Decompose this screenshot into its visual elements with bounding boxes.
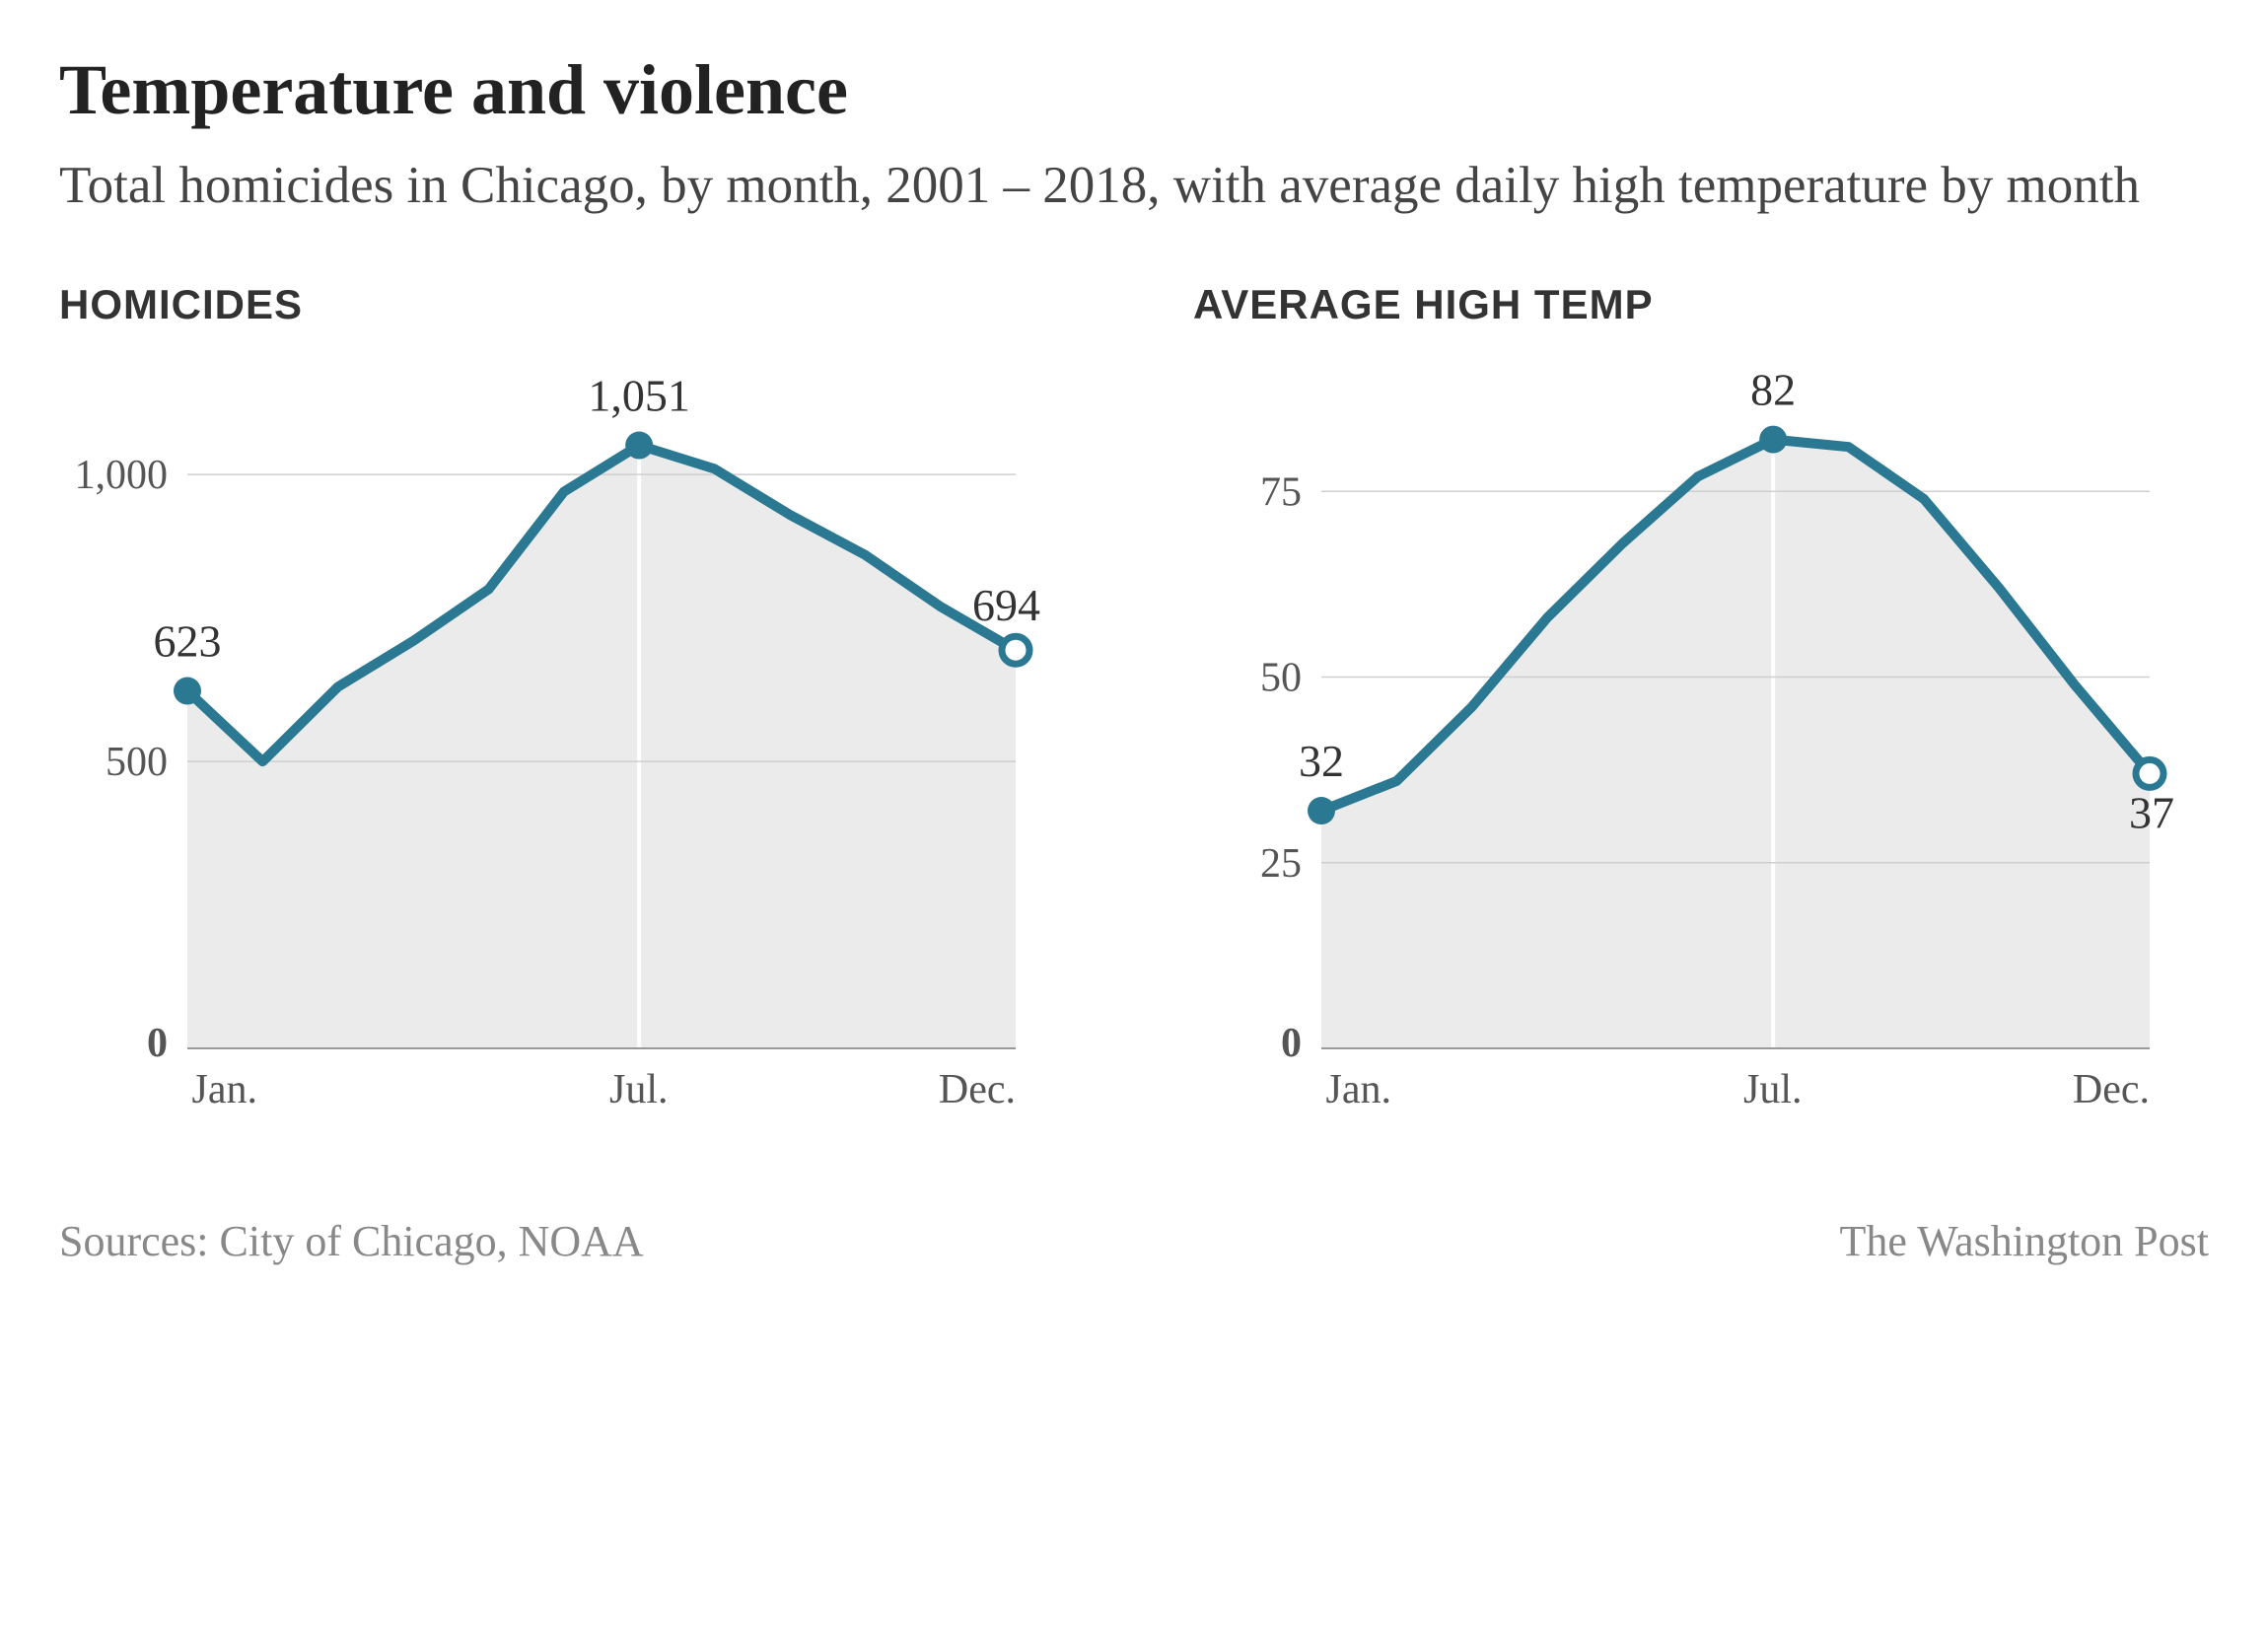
svg-text:Jul.: Jul. (609, 1067, 669, 1112)
chart-subtitle: Total homicides in Chicago, by month, 20… (59, 151, 2209, 222)
chart-container: Temperature and violence Total homicides… (0, 0, 2268, 1306)
publisher-attribution: The Washington Post (1839, 1216, 2209, 1266)
source-attribution: Sources: City of Chicago, NOAA (59, 1216, 644, 1266)
svg-text:32: 32 (1299, 736, 1344, 786)
svg-text:500: 500 (106, 740, 168, 785)
homicides-chart: 0 500 1,000 Jan. Jul. Dec. 623 1,051 694 (59, 358, 1045, 1147)
svg-text:25: 25 (1260, 840, 1302, 886)
svg-text:Jan.: Jan. (1326, 1067, 1392, 1112)
svg-text:Jul.: Jul. (1743, 1067, 1803, 1112)
svg-text:50: 50 (1260, 655, 1302, 700)
svg-text:1,000: 1,000 (75, 453, 169, 498)
svg-text:Dec.: Dec. (939, 1067, 1016, 1112)
svg-text:623: 623 (154, 615, 222, 666)
svg-text:0: 0 (147, 1021, 168, 1066)
svg-text:Jan.: Jan. (192, 1067, 257, 1112)
temperature-chart-title: AVERAGE HIGH TEMP (1193, 281, 2209, 328)
homicides-chart-title: HOMICIDES (59, 281, 1075, 328)
homicides-chart-block: HOMICIDES 0 500 1,000 Jan. Jul. Dec. 623 1,051 6… (59, 281, 1075, 1147)
charts-row: HOMICIDES 05001,000Jan.Jul.Dec.6231,0516… (59, 281, 2209, 1147)
svg-text:37: 37 (2129, 787, 2174, 837)
svg-text:1,051: 1,051 (588, 370, 690, 420)
chart-footer: Sources: City of Chicago, NOAA The Washi… (59, 1216, 2209, 1266)
svg-text:75: 75 (1260, 469, 1302, 515)
temperature-chart-block: AVERAGE HIGH TEMP 0 25 50 75 Jan. Jul. Dec. 32 8… (1193, 281, 2209, 1147)
chart-title: Temperature and violence (59, 49, 2209, 131)
svg-text:Dec.: Dec. (2073, 1067, 2150, 1112)
temperature-chart: 0 25 50 75 Jan. Jul. Dec. 32 82 37 (1193, 358, 2179, 1147)
svg-text:82: 82 (1750, 364, 1796, 414)
svg-text:0: 0 (1281, 1021, 1302, 1066)
svg-text:694: 694 (972, 580, 1040, 630)
